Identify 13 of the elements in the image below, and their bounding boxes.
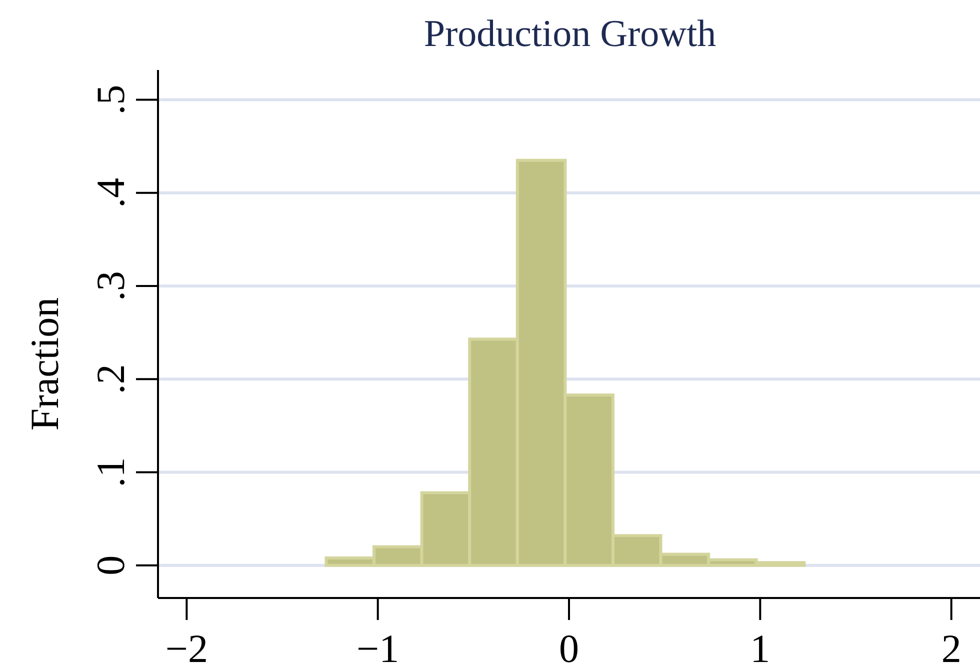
x-tick-label: 0 — [559, 626, 579, 670]
y-tick-label: .4 — [88, 178, 133, 208]
y-tick-label: .1 — [88, 457, 133, 488]
x-tick-label: −1 — [356, 626, 400, 670]
y-axis-title: Fraction — [22, 297, 67, 431]
y-tick-label: 0 — [88, 555, 133, 576]
y-tick-label: .3 — [88, 271, 133, 302]
x-tick-label: −2 — [165, 626, 208, 670]
y-tick-label: .5 — [88, 84, 133, 115]
chart-title: Production Growth — [424, 13, 716, 55]
x-tick-label: 2 — [941, 626, 962, 670]
y-tick-label: .2 — [88, 364, 133, 394]
x-tick-label: 1 — [750, 626, 770, 670]
